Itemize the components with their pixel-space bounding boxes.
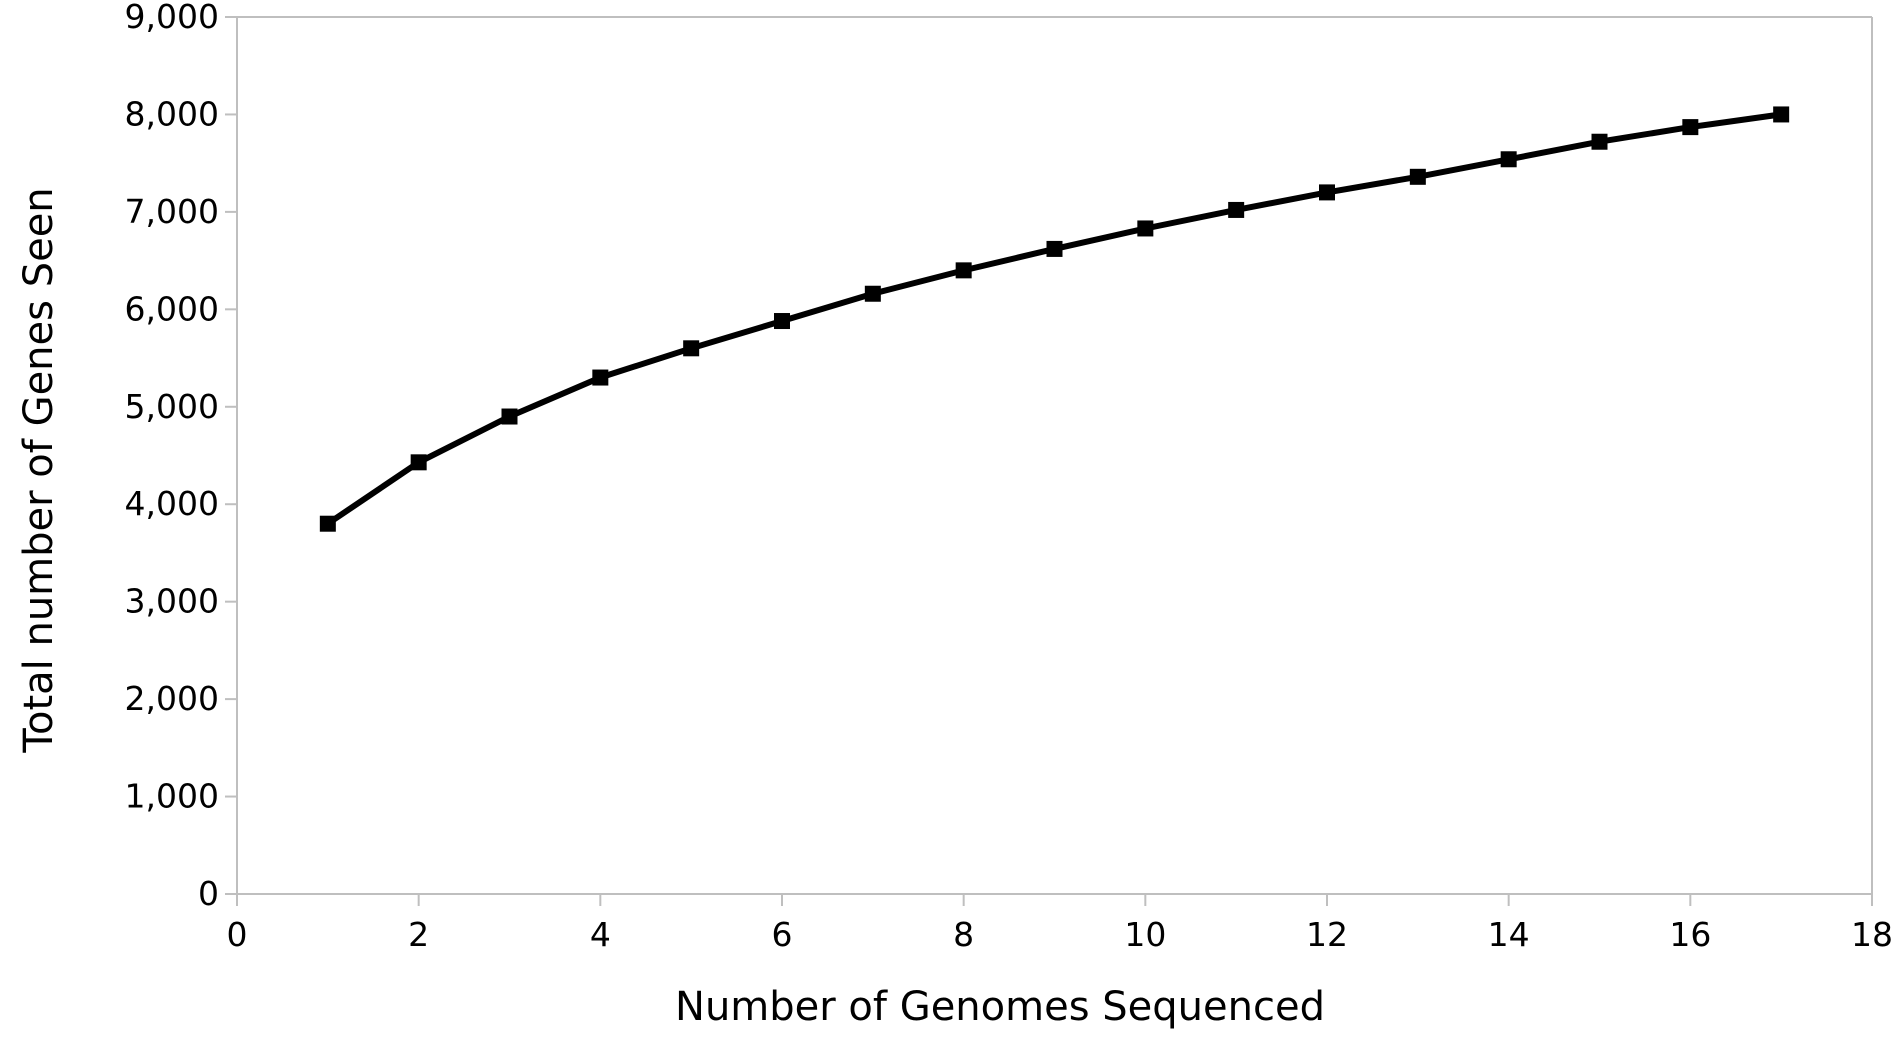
data-point-marker (683, 340, 700, 357)
x-tick-label: 6 (772, 915, 793, 954)
y-tick-label: 7,000 (125, 192, 219, 231)
x-axis-title: Number of Genomes Sequenced (675, 984, 1325, 1030)
data-point-marker (1046, 240, 1063, 257)
data-point-marker (955, 262, 972, 279)
tick-labels: 0 1,000 2,000 3,000 4,000 5,000 6,000 7,000 8,00… (125, 0, 1893, 954)
x-tick-label: 12 (1306, 915, 1348, 954)
x-tick-label: 14 (1488, 915, 1530, 954)
y-tick-label: 6,000 (125, 289, 219, 328)
x-tick-label: 4 (590, 915, 611, 954)
y-tick-label: 3,000 (125, 582, 219, 621)
data-point-marker (1682, 119, 1699, 136)
data-point-marker (410, 454, 427, 471)
data-point-marker (1591, 133, 1608, 150)
data-point-marker (864, 285, 881, 302)
data-point-marker (319, 515, 336, 532)
series-line (324, 111, 1785, 527)
data-point-marker (1500, 151, 1517, 168)
data-point-marker (1773, 106, 1790, 123)
x-tick-label: 0 (227, 915, 248, 954)
data-point-marker (592, 369, 609, 386)
y-tick-label: 5,000 (125, 387, 219, 426)
y-tick-label: 4,000 (125, 484, 219, 523)
data-point-marker (1137, 220, 1154, 237)
x-tick-label: 8 (953, 915, 974, 954)
x-tick-label: 10 (1124, 915, 1166, 954)
data-point-marker (1319, 184, 1335, 201)
x-tick-label: 2 (408, 915, 429, 954)
y-tick-label: 9,000 (125, 0, 219, 36)
data-point-marker (501, 408, 518, 425)
y-tick-label: 8,000 (125, 94, 219, 133)
axes (225, 16, 1873, 906)
series-layer (319, 106, 1790, 532)
data-point-marker (774, 313, 790, 330)
y-tick-label: 2,000 (125, 679, 219, 718)
data-point-marker (1409, 168, 1426, 185)
y-axis-title: Total number of Genes Seen (16, 187, 62, 753)
x-tick-label: 16 (1669, 915, 1711, 954)
data-point-marker (1228, 201, 1245, 218)
y-tick-label: 0 (198, 874, 219, 913)
x-tick-label: 18 (1851, 915, 1893, 954)
y-tick-label: 1,000 (125, 777, 219, 816)
